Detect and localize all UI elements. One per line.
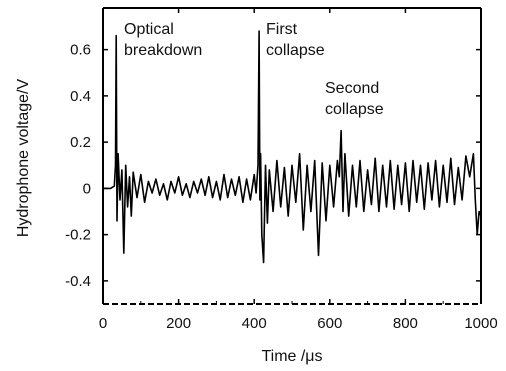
y-tick-label: 0 <box>83 180 91 197</box>
tick-labels: 0 200 400 600 800 1000 -0.4 -0.2 0 0.2 0.4 0.6 <box>65 42 498 332</box>
x-tick-label: 0 <box>99 315 107 332</box>
y-tick-label: 0.2 <box>70 134 91 151</box>
annotation-label: Optical <box>124 21 174 38</box>
y-tick-label: 0.6 <box>70 42 91 59</box>
y-tick-label: -0.4 <box>65 273 91 290</box>
ticks <box>102 8 482 304</box>
annotation-label: breakdown <box>124 42 202 59</box>
x-tick-label: 200 <box>166 315 191 332</box>
x-tick-label: 400 <box>242 315 267 332</box>
x-axis-label: Time /μs <box>261 348 322 365</box>
x-tick-label: 800 <box>393 315 418 332</box>
annotations: Optical breakdown First collapse Second colla… <box>124 21 384 118</box>
y-axis-label: Hydrophone voltage/V <box>15 79 32 238</box>
y-tick-label: 0.4 <box>70 88 91 105</box>
x-tick-label: 600 <box>317 315 342 332</box>
series-line-1 <box>103 30 482 264</box>
annotation-label: First <box>266 21 298 38</box>
annotation-label: Second <box>325 80 379 97</box>
series-layer <box>103 30 482 264</box>
y-tick-label: -0.2 <box>65 227 91 244</box>
x-tick-label: 1000 <box>464 315 497 332</box>
annotation-label: collapse <box>266 42 325 59</box>
annotation-label: collapse <box>325 101 384 118</box>
